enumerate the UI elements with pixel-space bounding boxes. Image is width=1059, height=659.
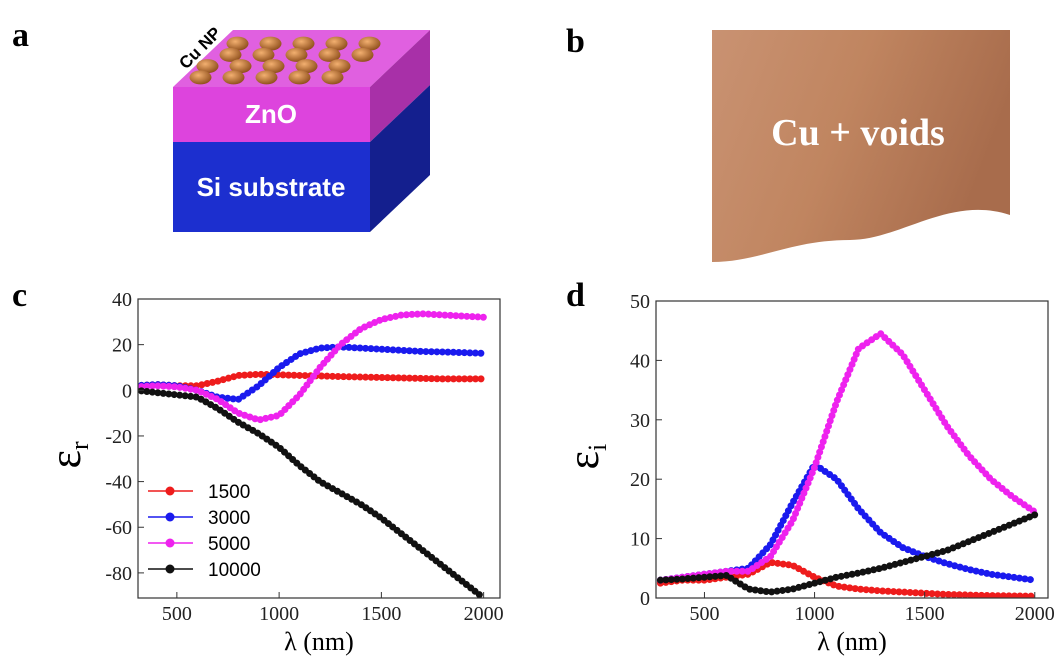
series-line [138, 370, 488, 390]
y-tick-label: 30 [630, 410, 650, 432]
legend-marker [165, 538, 175, 548]
y-tick-label: -40 [105, 472, 132, 494]
legend-label: 5000 [208, 534, 250, 555]
series-line [138, 310, 488, 424]
x-axis-label: λ (nm) [284, 627, 354, 656]
x-tick-label: 1000 [259, 603, 299, 625]
layer-label: Si substrate [197, 172, 346, 202]
legend-marker [165, 486, 175, 496]
x-tick-label: 1000 [795, 603, 835, 625]
nanoparticle [288, 70, 311, 85]
nanoparticle [325, 36, 348, 51]
layer-label: ZnO [245, 99, 297, 129]
x-tick-label: 500 [162, 603, 192, 625]
nanoparticle [229, 59, 252, 74]
y-axis-label-sub: r [65, 441, 94, 450]
nanoparticle [189, 70, 212, 85]
legend-label: 1500 [208, 482, 250, 503]
nanoparticle [259, 36, 282, 51]
x-tick-label: 500 [689, 603, 719, 625]
nanoparticle [358, 36, 381, 51]
nanoparticle [255, 70, 278, 85]
nanoparticle [196, 59, 219, 74]
x-axis-label: λ (nm) [817, 627, 887, 656]
series-line [656, 459, 1039, 584]
series-line [656, 511, 1039, 596]
panel-label: c [12, 277, 27, 314]
y-tick-label: 20 [630, 469, 650, 491]
y-tick-label: 0 [122, 380, 132, 402]
panel-label: b [566, 23, 585, 60]
y-tick-label: 20 [112, 335, 132, 357]
y-tick-label: 0 [640, 588, 650, 610]
si-layer [173, 142, 370, 232]
legend-marker [165, 564, 175, 574]
y-axis-label: εi [559, 444, 612, 470]
cu-sheet [712, 30, 1010, 262]
nanoparticle [252, 47, 275, 62]
nanoparticle [262, 59, 285, 74]
y-tick-label: 50 [630, 291, 650, 313]
plot-frame [137, 298, 501, 599]
y-tick-label: 40 [112, 289, 132, 311]
nanoparticle [351, 47, 374, 62]
si-side [370, 85, 430, 232]
plot-frame [655, 300, 1049, 599]
panel-label: a [12, 17, 29, 54]
y-tick-label: -20 [105, 426, 132, 448]
nanoparticle [222, 70, 245, 85]
nanoparticle [219, 47, 242, 62]
x-tick-label: 2000 [1015, 603, 1055, 625]
series-line [138, 387, 488, 598]
y-tick-label: 40 [630, 350, 650, 372]
x-tick-label: 2000 [464, 603, 504, 625]
zno-side [370, 30, 430, 142]
y-tick-label: -80 [105, 563, 132, 585]
x-tick-label: 1500 [905, 603, 945, 625]
nanoparticle [295, 59, 318, 74]
legend-label: 3000 [208, 508, 250, 529]
series-line [656, 329, 1039, 584]
nanoparticle [226, 36, 249, 51]
nanoparticle [321, 70, 344, 85]
x-tick-label: 1500 [361, 603, 401, 625]
y-axis-label-sub: i [583, 444, 612, 451]
panel-label: d [566, 277, 585, 314]
nanoparticle [292, 36, 315, 51]
y-axis-label: εr [41, 441, 94, 468]
nanoparticle [328, 59, 351, 74]
legend-label: 10000 [208, 560, 261, 581]
nanoparticle [318, 47, 341, 62]
legend-marker [165, 512, 175, 522]
y-tick-label: -60 [105, 517, 132, 539]
zno-layer [173, 87, 370, 142]
y-tick-label: 10 [630, 529, 650, 551]
nanoparticles [189, 36, 381, 85]
sheet-label: Cu + voids [771, 112, 945, 154]
nanoparticle [285, 47, 308, 62]
